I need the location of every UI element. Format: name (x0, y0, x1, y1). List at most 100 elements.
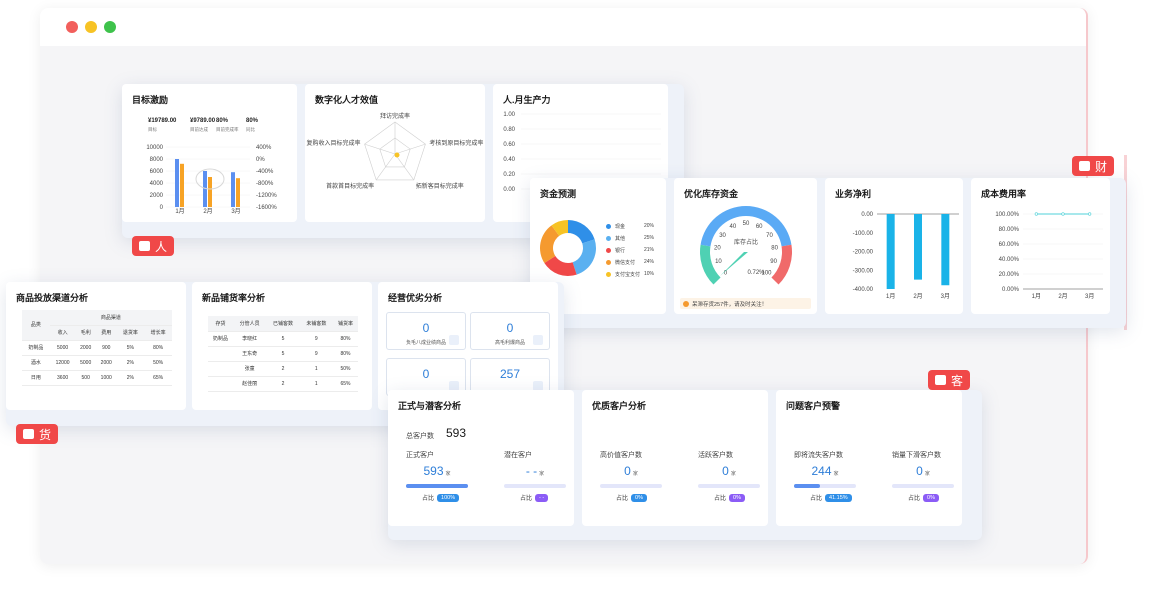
right-axis-label: 0% (256, 157, 265, 163)
quality-kpi-box[interactable]: 257 (470, 358, 550, 396)
ratio-row: 占比 - - (520, 493, 549, 502)
quality-kpi-box[interactable]: 0 负毛八成业绩商品 (386, 312, 466, 350)
table-cell: 500 (75, 370, 96, 386)
table-row: 张童 2 1 50% (208, 361, 358, 377)
progress-track (794, 484, 856, 488)
cost-rate-line-chart: 100.00% 80.00% 60.00% 40.00% 20.00% 0.00% 1月 2月… (995, 212, 1103, 300)
x-tick-label: 1月 (175, 208, 184, 214)
progress-track (892, 484, 954, 488)
gauge-needle (720, 252, 748, 276)
metric-number: 0 (624, 464, 631, 478)
profit-bar (941, 214, 950, 286)
new-goods-title: 新品铺货率分析 (202, 293, 266, 303)
wallet-icon (1079, 161, 1090, 171)
quality-card: 经营优劣分析 0 负毛八成业绩商品 0 高毛利爆商品 0 257 (378, 282, 558, 410)
metric-number: - - (525, 464, 538, 478)
table-cell: 1000 (95, 370, 117, 386)
legend-swatch (606, 236, 611, 241)
radar-label: 首款首目标完成率 (326, 182, 374, 190)
table-cell: 65% (144, 370, 172, 386)
left-axis-label: 2000 (150, 193, 164, 199)
forecast-title: 资金预测 (540, 189, 577, 199)
y-tick-label: 0.00 (861, 212, 873, 218)
table-cell: 50% (332, 361, 358, 377)
radar-label: 拓新客目标完成率 (416, 182, 464, 190)
right-axis-label: -1200% (256, 193, 277, 199)
cost-point (1034, 212, 1038, 216)
y-tick-label: 20.00% (999, 272, 1020, 278)
channel-card: 商品投放渠道分析 品类 商品渠道 收入 毛利 费用 退货率 增长率 奶制品 5000 200… (6, 282, 186, 410)
y-tick-label: 80.00% (999, 227, 1020, 233)
clipboard-icon (449, 335, 459, 345)
customer-icon (935, 375, 946, 385)
maximize-window-dot[interactable] (104, 21, 116, 33)
new-goods-table: 存货 分管人员 已铺客数 未铺客数 铺货率 奶制品 李晓红 5 9 80% 王东奇 5 9 80% 张童 2… (208, 316, 358, 392)
quality-kpi-box[interactable]: 0 高毛利爆商品 (470, 312, 550, 350)
close-window-dot[interactable] (66, 21, 78, 33)
ratio-row: 占比 0% (908, 493, 939, 502)
y-tick-label: -200.00 (853, 250, 874, 256)
inventory-title: 优化库存资金 (684, 189, 739, 199)
target-bar (231, 172, 235, 207)
table-cell: 2% (116, 355, 145, 371)
metric-unit: 家 (632, 471, 638, 477)
quality-kpi-value: 257 (499, 367, 521, 381)
ratio-label: 占比 (908, 496, 921, 502)
clipboard-icon (449, 381, 459, 391)
table-cell: 3600 (49, 370, 76, 386)
gauge-center-label: 库存占比 (734, 238, 758, 246)
radar-ring (379, 137, 411, 168)
clipboard-icon (533, 381, 543, 391)
people-tag: 人 (132, 236, 175, 256)
minimize-window-dot[interactable] (85, 21, 97, 33)
y-tick-label: -300.00 (853, 268, 874, 274)
progress-track (504, 484, 566, 488)
x-tick-label: 2月 (1058, 293, 1067, 300)
x-tick-label: 1月 (886, 293, 895, 300)
table-cell: 日用 (22, 370, 50, 386)
talent-title: 数字化人才效值 (315, 95, 379, 105)
table-cell: 赵佳丽 (233, 376, 267, 392)
target-bar-chart: 10000 8000 6000 4000 2000 0 400% 0% -400% -800% -1… (146, 145, 277, 214)
table-cell: 2000 (95, 355, 117, 371)
legend-pct: 25% (644, 235, 655, 241)
inventory-card: 优化库存资金 0 10 20 30 40 50 60 70 80 90 100 库存占比 0.72% 呆… (674, 178, 817, 314)
total-label: 总客户数 (406, 433, 434, 440)
ratio-label: 占比 (810, 496, 823, 502)
y-tick-label: -400.00 (853, 287, 874, 293)
table-cell (208, 376, 233, 392)
table-cell (208, 361, 233, 377)
target-bar (175, 159, 179, 207)
target-bar (203, 171, 207, 207)
customer-metric-label: 高价值客户数 (600, 452, 642, 459)
legend-swatch (606, 260, 611, 265)
browser-title-bar (40, 8, 1086, 46)
progress-track (406, 484, 468, 488)
metric-unit: 家 (833, 471, 839, 477)
table-header-cell: 铺货率 (332, 316, 358, 332)
ratio-pill: 0% (729, 493, 745, 502)
talent-card: 数字化人才效值 拜访完成率 考核到原目标完成率 拓新客目标完成率 首款首目标完成率 复购… (305, 84, 485, 222)
radar-spoke (375, 153, 396, 181)
radar-point (394, 152, 400, 158)
quality-kpi-value: 0 (422, 367, 430, 381)
profit-bar-chart: 0.00 -100.00 -200.00 -300.00 -400.00 1月 2月 3月 (853, 212, 959, 300)
table-cell: 奶制品 (22, 340, 50, 356)
gauge-band (700, 205, 792, 247)
x-tick-label: 1月 (1032, 293, 1041, 300)
radar-label: 拜访完成率 (380, 112, 410, 120)
metric-label: 同比 (246, 127, 255, 132)
left-axis-label: 10000 (146, 145, 163, 151)
table-row: 奶制品 5000 2000 900 5% 80% (22, 340, 172, 356)
cost-point (1061, 212, 1065, 216)
x-tick-label: 3月 (1085, 293, 1094, 300)
legend-pct: 21% (644, 247, 655, 253)
table-cell: 奶制品 (208, 331, 233, 347)
right-axis-label: 400% (256, 145, 272, 151)
table-cell: 9 (299, 331, 333, 347)
y-tick-label: 0.60 (503, 142, 515, 148)
gauge-tick-label: 50 (743, 221, 750, 227)
table-cell: 2 (266, 376, 300, 392)
table-header-cell: 未铺客数 (299, 316, 333, 332)
table-cell: 900 (95, 340, 117, 356)
